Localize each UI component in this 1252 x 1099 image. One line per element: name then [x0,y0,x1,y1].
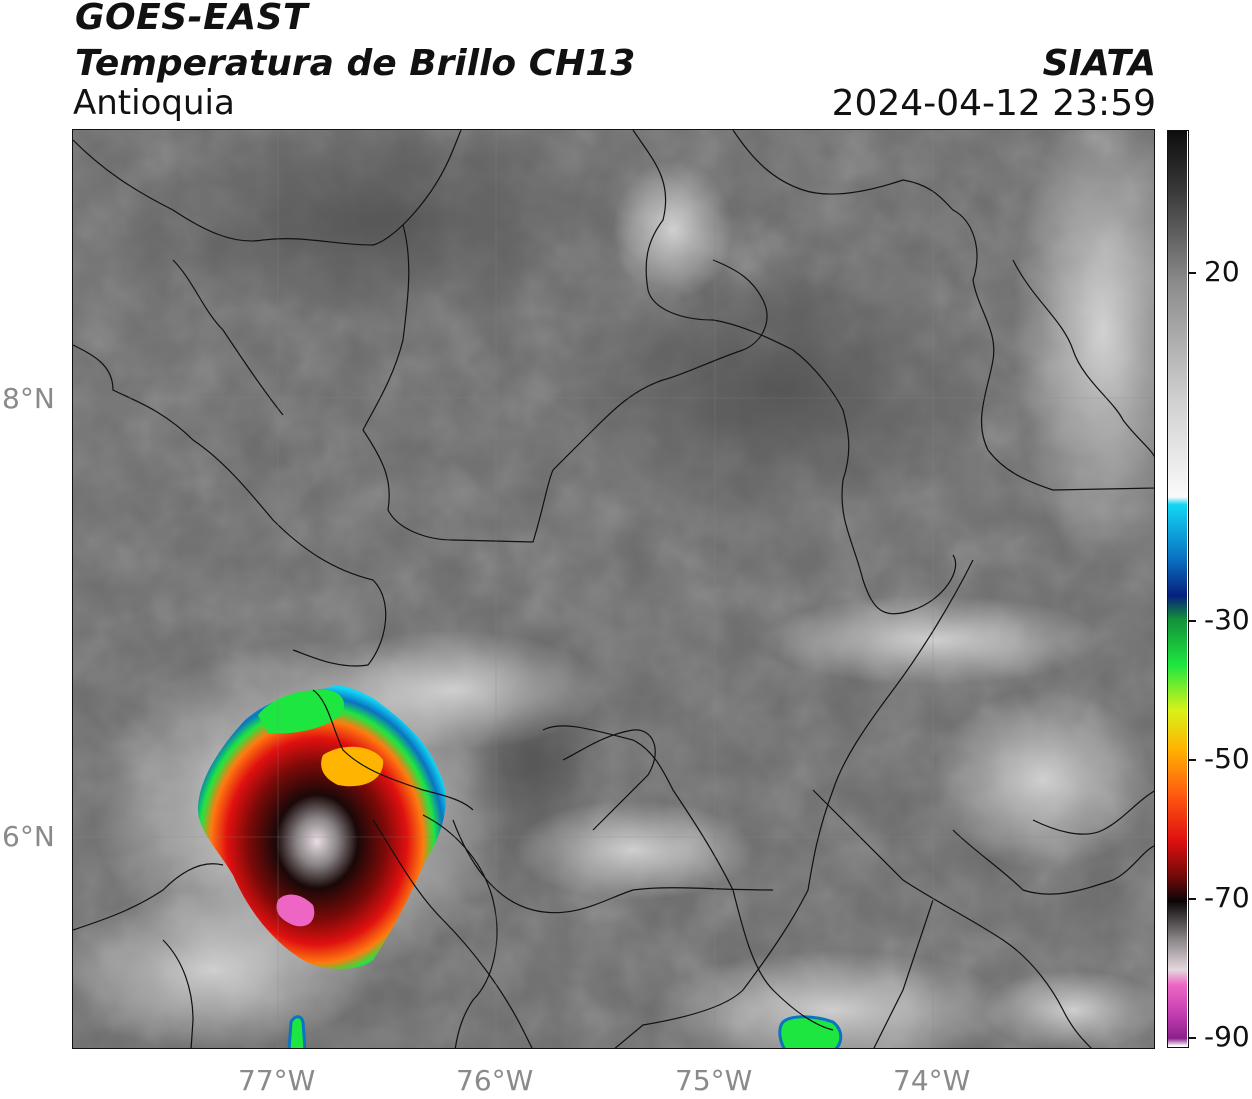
lon-tick-label: 75°W [675,1064,753,1097]
region-label: Antioquia [73,83,235,123]
lat-tick-label: 8°N [2,382,55,415]
colorbar [1167,130,1189,1048]
lon-tick-label: 77°W [238,1064,316,1097]
dark-region [553,250,993,530]
colorbar-tick-label: 20 [1204,255,1240,288]
convective-storm [198,685,446,969]
cloud-band [933,690,1153,870]
boundary-lines [73,130,1154,1048]
cloud-band [653,950,1013,1048]
graticule [73,130,1154,1048]
storm-cloud-top-orange [321,746,384,787]
map-canvas [73,130,1154,1048]
colorbar-tick-label: -30 [1204,603,1250,636]
agency-label: SIATA [1042,43,1156,84]
dark-region [113,130,633,330]
colorbar-tick-mark [1189,759,1196,761]
lon-tick-label: 74°W [893,1064,971,1097]
secondary-cell [287,1015,307,1048]
colorbar-tick-label: -90 [1204,1020,1250,1053]
storm-core-pink [276,894,315,927]
cloud-band [613,160,733,300]
cloud-band [1013,130,1154,570]
colorbar-tick-label: -50 [1204,742,1250,775]
colorbar-tick-mark [1189,620,1196,622]
colorbar-gradient [1168,131,1187,1046]
cloud-band [513,800,753,900]
secondary-cell [778,1015,843,1048]
colorbar-tick-mark [1189,1037,1196,1039]
colorbar-canvas [1168,131,1187,1046]
colorbar-tick-mark [1189,272,1196,274]
satellite-map[interactable] [72,129,1155,1049]
colorbar-tick-label: -70 [1204,881,1250,914]
satellite-title: GOES-EAST [75,0,309,38]
timestamp-label: 2024-04-12 23:59 [831,83,1156,124]
lat-tick-label: 6°N [2,820,55,853]
colorbar-tick-mark [1189,898,1196,900]
lon-tick-label: 76°W [456,1064,534,1097]
product-title: Temperatura de Brillo CH13 [75,43,636,84]
cloud-band [983,970,1154,1048]
